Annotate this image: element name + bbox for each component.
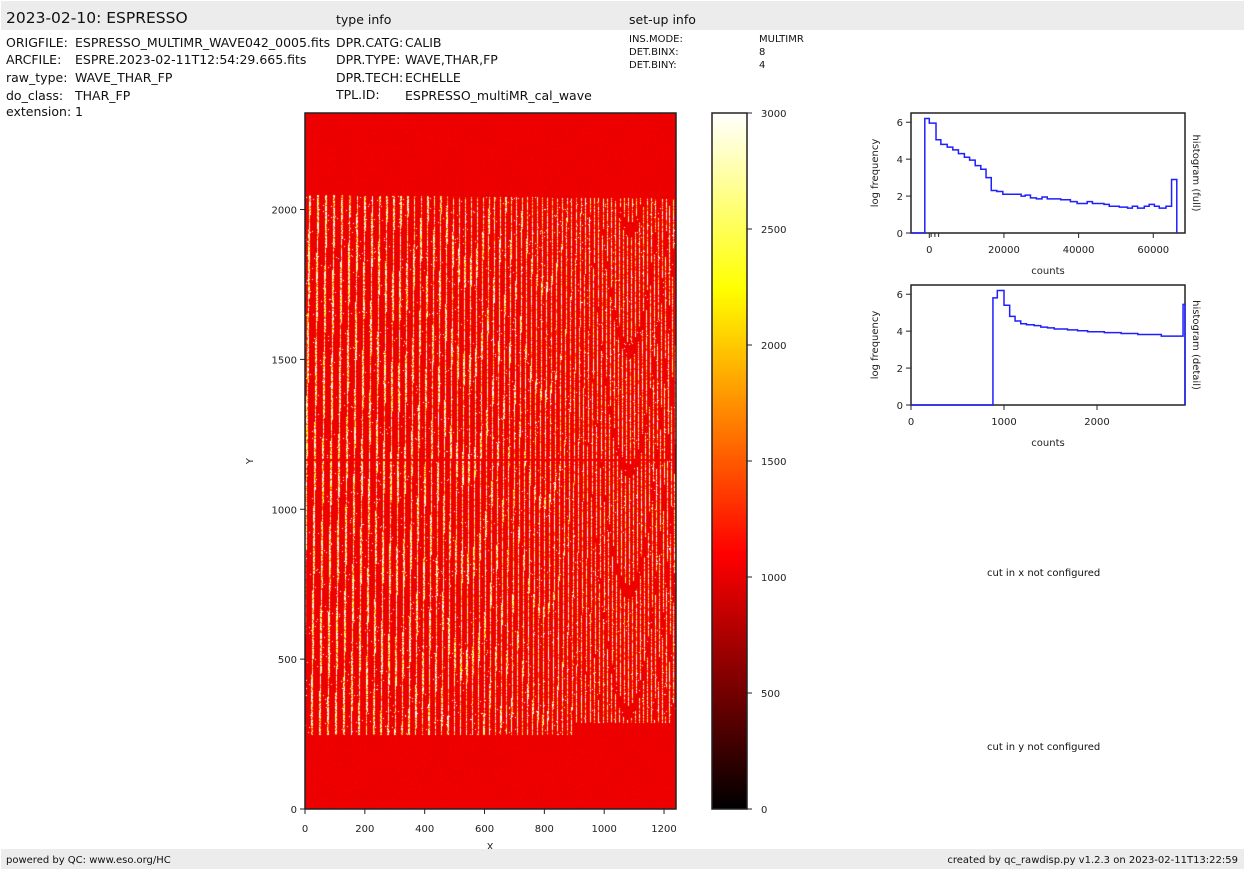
- raw-image-heatmap: [305, 113, 676, 809]
- y-tick-label: 2: [897, 364, 903, 375]
- x-tick-label: 400: [415, 824, 434, 835]
- footer-bar: [1, 849, 1244, 869]
- footer-powered-by: powered by QC: www.eso.org/HC: [6, 855, 171, 866]
- colorbar-tick-label: 500: [761, 689, 780, 700]
- info-key: ARCFILE:: [6, 52, 62, 67]
- colorbar-tick-label: 2500: [761, 225, 786, 236]
- y-tick-label: 1000: [272, 505, 297, 516]
- x-tick-label: 0: [302, 824, 308, 835]
- info-value: ESPRE.2023-02-11T12:54:29.665.fits: [75, 52, 307, 67]
- info-key: ORIGFILE:: [6, 35, 68, 50]
- x-tick-label: 800: [535, 824, 554, 835]
- info-value: 8: [759, 47, 766, 58]
- x-tick-label: 2000: [1084, 417, 1109, 428]
- y-tick-label: 2: [897, 192, 903, 203]
- y-tick-label: 4: [897, 327, 903, 338]
- info-key: DPR.CATG:: [336, 35, 404, 50]
- info-value: MULTIMR: [759, 34, 804, 45]
- x-tick-label: 200: [355, 824, 374, 835]
- info-key: DET.BINY:: [629, 60, 677, 71]
- info-value: ECHELLE: [405, 70, 461, 85]
- histogram-title: histogram (detail): [1190, 300, 1201, 390]
- info-value: CALIB: [405, 35, 442, 50]
- x-tick-label: 20000: [988, 245, 1020, 256]
- x-axis-label: counts: [1031, 266, 1064, 277]
- y-tick-label: 4: [897, 155, 903, 166]
- colorbar-tick-label: 0: [761, 805, 767, 816]
- x-tick-label: 0: [926, 245, 932, 256]
- colorbar-tick-label: 1500: [761, 457, 786, 468]
- info-value: ESPRESSO_multiMR_cal_wave: [405, 88, 592, 103]
- setup-info-heading: set-up info: [629, 12, 696, 27]
- histogram-frame: [910, 284, 1186, 406]
- header-bar: [1, 1, 1244, 30]
- colorbar-tick-label: 3000: [761, 109, 786, 120]
- histogram-line: [911, 117, 1178, 234]
- x-tick-label: 1200: [651, 824, 676, 835]
- cut-x-message: cut in x not configured: [987, 568, 1101, 579]
- info-key: do_class:: [6, 88, 64, 103]
- info-value: 1: [75, 104, 83, 119]
- y-tick-label: 500: [278, 655, 297, 666]
- info-key: extension:: [6, 104, 72, 119]
- colorbar-gradient: [712, 113, 747, 809]
- y-axis-label: Y: [245, 457, 256, 465]
- type-info-heading: type info: [336, 12, 392, 27]
- histogram-frame: [910, 112, 1186, 234]
- x-tick-label: 40000: [1063, 245, 1095, 256]
- info-value: THAR_FP: [75, 88, 131, 103]
- x-tick-label: 1000: [991, 417, 1016, 428]
- info-key: TPL.ID:: [336, 87, 380, 102]
- x-tick-label: 600: [475, 824, 494, 835]
- y-tick-label: 0: [897, 401, 903, 412]
- colorbar-tick-label: 2000: [761, 341, 786, 352]
- info-value: WAVE,THAR,FP: [405, 52, 498, 67]
- info-key: DET.BINX:: [629, 47, 679, 58]
- footer-created-by: created by qc_rawdisp.py v1.2.3 on 2023-…: [947, 855, 1238, 866]
- info-key: DPR.TYPE:: [336, 52, 401, 67]
- info-value: 4: [759, 60, 766, 71]
- y-axis-label: log frequency: [870, 139, 881, 208]
- x-tick-label: 0: [908, 417, 914, 428]
- histogram-title: histogram (full): [1190, 134, 1201, 211]
- page-title: 2023-02-10: ESPRESSO: [6, 9, 188, 27]
- info-key: raw_type:: [6, 70, 68, 85]
- y-tick-label: 0: [897, 229, 903, 240]
- info-value: ESPRESSO_MULTIMR_WAVE042_0005.fits: [75, 35, 331, 50]
- y-axis-label: log frequency: [870, 311, 881, 380]
- y-tick-label: 1500: [272, 355, 297, 366]
- cut-y-message: cut in y not configured: [987, 742, 1101, 753]
- y-tick-label: 6: [897, 118, 903, 129]
- info-value: WAVE_THAR_FP: [75, 70, 173, 85]
- y-tick-label: 2000: [272, 206, 297, 217]
- y-tick-label: 0: [291, 805, 297, 816]
- info-key: DPR.TECH:: [336, 70, 404, 85]
- y-tick-label: 6: [897, 290, 903, 301]
- x-tick-label: 60000: [1137, 245, 1169, 256]
- info-key: INS.MODE:: [629, 34, 683, 45]
- x-tick-label: 1000: [591, 824, 616, 835]
- x-axis-label: counts: [1031, 438, 1064, 449]
- colorbar-tick-label: 1000: [761, 573, 786, 584]
- histogram-line: [911, 289, 1186, 406]
